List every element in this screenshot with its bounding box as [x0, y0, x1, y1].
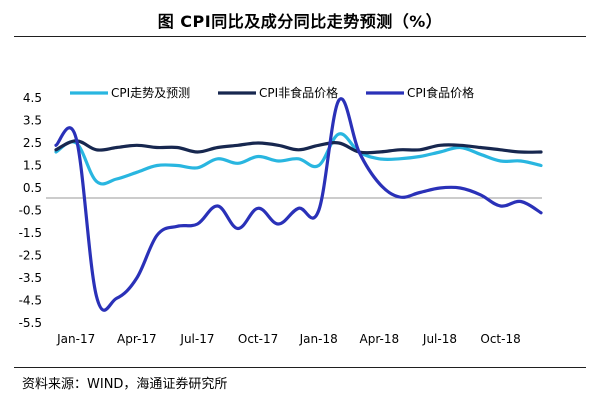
x-tick-label: Jul-17	[179, 332, 214, 346]
y-tick-label: 3.5	[23, 114, 42, 128]
y-tick-label: 0.5	[23, 181, 42, 195]
series-line-1	[54, 132, 543, 186]
y-tick-label: -3.5	[19, 271, 42, 285]
x-tick-label: Jan-18	[299, 332, 338, 346]
y-tick-label: 4.5	[23, 91, 42, 105]
x-tick-label: Jul-18	[422, 332, 457, 346]
series-line-2	[54, 139, 543, 155]
x-axis: Jan-17 Apr-17 Jul-17 Oct-17 Jan-18 Apr-18 Jul-…	[46, 197, 542, 346]
x-tick-label: Oct-17	[238, 332, 278, 346]
legend-label: CPI非食品价格	[259, 85, 338, 100]
y-tick-label: 1.5	[23, 159, 42, 173]
y-axis: 4.5 3.5 2.5 1.5 0.5 -0.5 -1.5 -2.5 -3.5 -4.5 -5.5	[19, 91, 42, 330]
x-tick-label: Apr-17	[117, 332, 157, 346]
source-divider	[14, 367, 586, 368]
x-tick-label: Jan-17	[56, 332, 95, 346]
y-tick-label: 2.5	[23, 136, 42, 150]
x-tick-label: Oct-18	[480, 332, 520, 346]
chart-title: 图 CPI同比及成分同比走势预测（%）	[157, 12, 443, 31]
series-line-3	[54, 97, 543, 312]
title-divider	[14, 36, 586, 37]
source-note: 资料来源：WIND，海通证券研究所	[22, 377, 228, 392]
y-tick-label: -0.5	[19, 204, 42, 218]
series-lines	[54, 97, 543, 312]
legend-label: CPI走势及预测	[111, 86, 190, 100]
y-tick-label: -2.5	[19, 249, 42, 263]
legend-label: CPI食品价格	[407, 85, 474, 100]
x-tick-label: Apr-18	[360, 332, 400, 346]
y-tick-label: -1.5	[19, 226, 42, 240]
y-tick-label: -5.5	[19, 316, 42, 330]
y-tick-label: -4.5	[19, 294, 42, 308]
legend: CPI走势及预测 CPI非食品价格 CPI食品价格	[70, 85, 474, 100]
